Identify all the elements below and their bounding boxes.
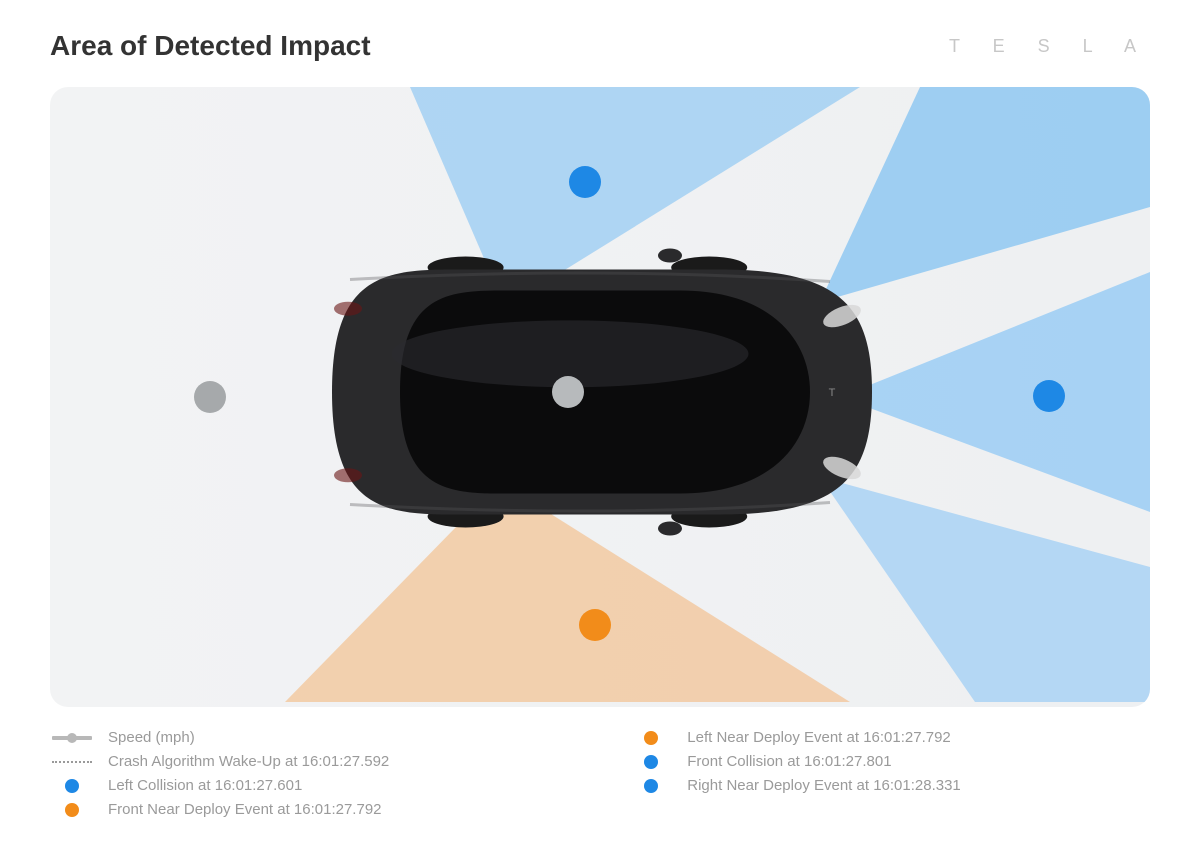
legend-left-collision: Left Collision at 16:01:27.601: [50, 777, 389, 794]
speed-icon: [50, 734, 94, 742]
header: Area of Detected Impact T E S L A: [50, 30, 1150, 62]
dot-icon: [629, 731, 673, 745]
legend-left-near: Left Near Deploy Event at 16:01:27.792: [629, 729, 961, 746]
svg-text:T: T: [829, 387, 836, 399]
legend-label: Speed (mph): [108, 729, 195, 746]
car-top-view: T: [332, 249, 872, 536]
dot-icon: [629, 755, 673, 769]
legend-right-col: Left Near Deploy Event at 16:01:27.792 F…: [629, 729, 961, 818]
dot-icon: [629, 779, 673, 793]
legend-label: Left Near Deploy Event at 16:01:27.792: [687, 729, 951, 746]
legend-label: Front Near Deploy Event at 16:01:27.792: [108, 801, 382, 818]
legend-label: Crash Algorithm Wake-Up at 16:01:27.592: [108, 753, 389, 770]
legend-label: Right Near Deploy Event at 16:01:28.331: [687, 777, 961, 794]
legend-crash: Crash Algorithm Wake-Up at 16:01:27.592: [50, 753, 389, 770]
dot-icon: [50, 779, 94, 793]
page-title: Area of Detected Impact: [50, 30, 371, 62]
legend: Speed (mph) Crash Algorithm Wake-Up at 1…: [50, 729, 1150, 818]
legend-speed: Speed (mph): [50, 729, 389, 746]
legend-label: Front Collision at 16:01:27.801: [687, 753, 891, 770]
legend-right-near: Right Near Deploy Event at 16:01:28.331: [629, 777, 961, 794]
legend-front-collision: Front Collision at 16:01:27.801: [629, 753, 961, 770]
dot-icon: [50, 803, 94, 817]
legend-front-near: Front Near Deploy Event at 16:01:27.792: [50, 801, 389, 818]
legend-left-col: Speed (mph) Crash Algorithm Wake-Up at 1…: [50, 729, 389, 818]
impact-diagram: T: [50, 87, 1150, 707]
dotted-line-icon: [50, 761, 94, 763]
diagram-svg: T: [50, 87, 1150, 707]
legend-label: Left Collision at 16:01:27.601: [108, 777, 302, 794]
tesla-logo: T E S L A: [949, 36, 1150, 57]
